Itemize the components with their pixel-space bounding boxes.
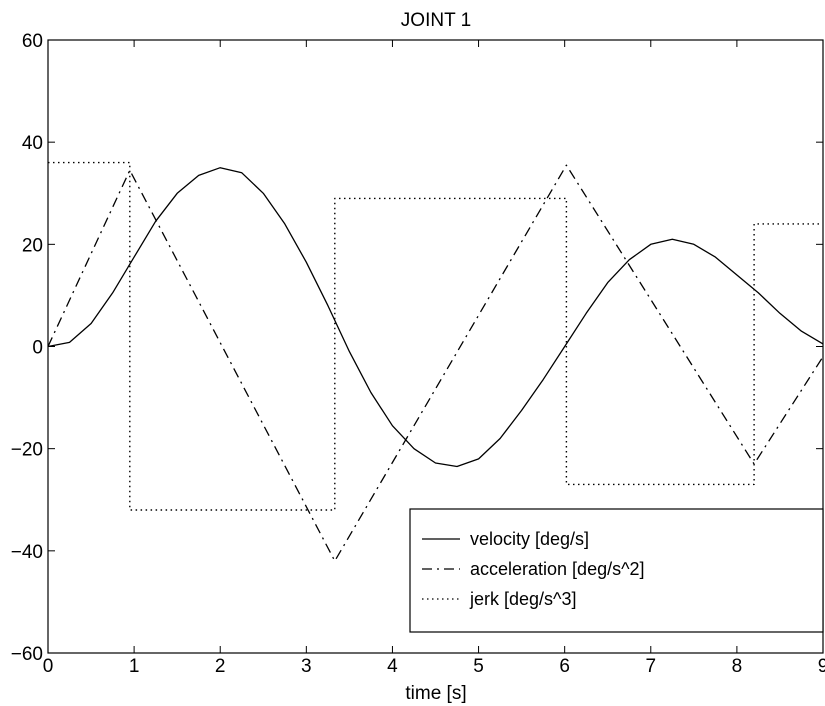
x-tick-label: 7 <box>645 656 656 677</box>
x-tick-label: 2 <box>215 656 226 677</box>
series-line-3 <box>48 161 823 511</box>
series-line-2 <box>47 164 824 562</box>
legend-box <box>409 508 824 633</box>
x-tick-label: 1 <box>129 656 140 677</box>
y-tick-label: 20 <box>22 235 43 256</box>
legend-label-2: acceleration [deg/s^2] <box>470 559 645 579</box>
y-tick-label: 40 <box>22 133 43 154</box>
y-tick-label: −60 <box>11 644 43 665</box>
chart-title: JOINT 1 <box>401 10 471 31</box>
legend: velocity [deg/s] acceleration [deg/s^2] je… <box>409 508 824 633</box>
x-tick-label: 9 <box>818 656 825 677</box>
plot-area: 0 1 2 3 4 5 6 7 8 9 −60 −40 −20 0 20 40 60 <box>11 31 825 677</box>
x-tick-label: 0 <box>43 656 54 677</box>
series-line-1 <box>47 167 824 468</box>
legend-label-3: jerk [deg/s^3] <box>469 589 577 609</box>
x-tick-label: 4 <box>387 656 398 677</box>
x-tick-label: 6 <box>559 656 570 677</box>
x-tick-label: 3 <box>301 656 312 677</box>
x-axis-label: time [s] <box>405 683 466 704</box>
y-tick-label: −40 <box>11 542 43 563</box>
x-tick-label: 5 <box>473 656 484 677</box>
x-tick-label: 8 <box>732 656 743 677</box>
legend-label-1: velocity [deg/s] <box>470 529 589 549</box>
y-tick-label: 0 <box>32 338 43 359</box>
y-tick-label: 60 <box>22 31 43 52</box>
y-tick-label: −20 <box>11 440 43 461</box>
